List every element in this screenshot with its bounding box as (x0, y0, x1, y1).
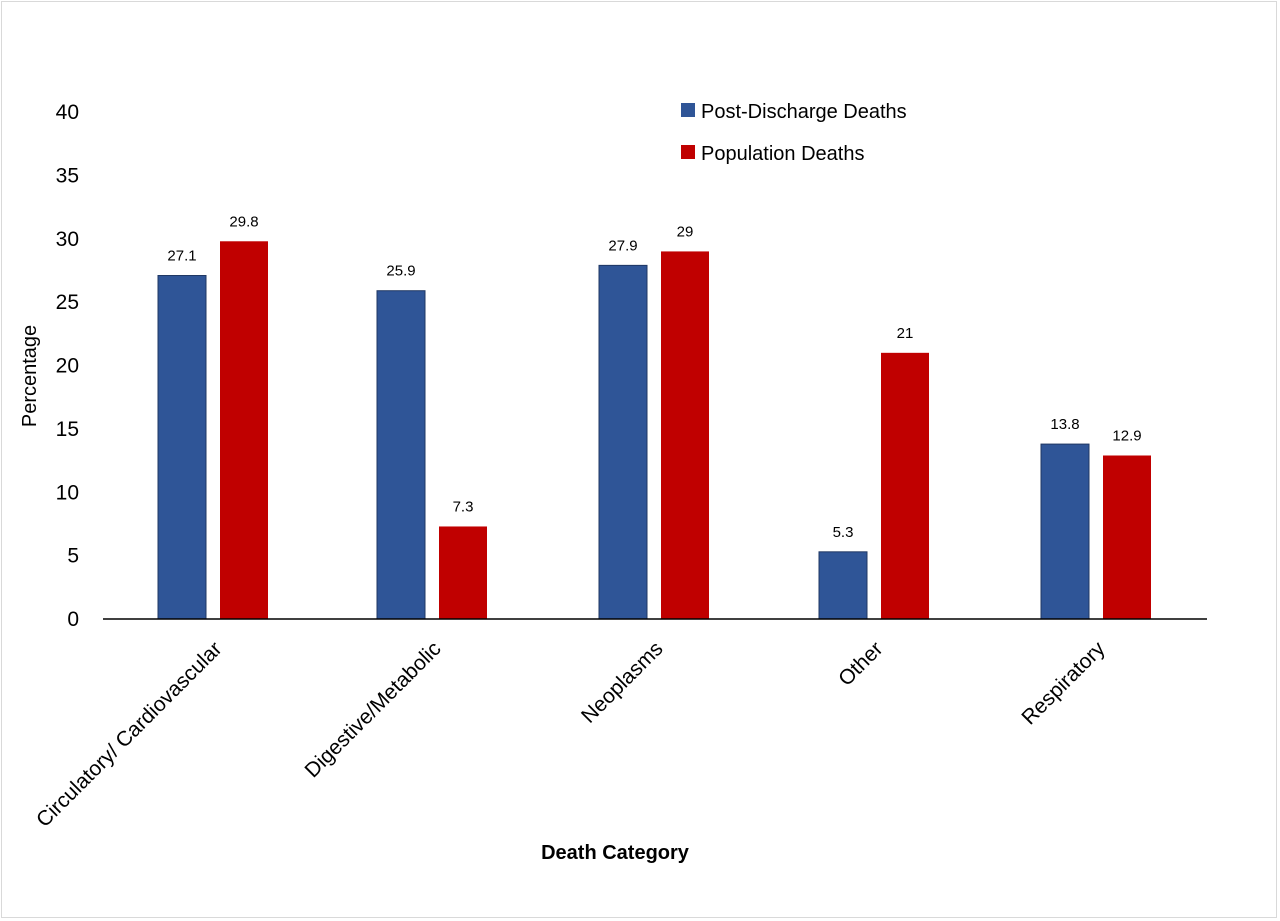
data-label: 27.1 (167, 248, 196, 265)
bar-population-1 (439, 526, 487, 619)
legend-swatch-1 (681, 145, 695, 159)
y-tick-label: 25 (56, 291, 79, 314)
data-label: 29 (677, 223, 694, 240)
data-label: 7.3 (453, 498, 474, 515)
x-category-label: Neoplasms (577, 637, 668, 728)
bar-population-2 (661, 251, 709, 620)
data-label: 12.9 (1112, 427, 1141, 444)
data-label: 27.9 (608, 237, 637, 254)
y-tick-label: 10 (56, 481, 79, 504)
bar-population-4 (1103, 455, 1151, 619)
x-category-label: Digestive/Metabolic (301, 637, 446, 782)
bar-post-discharge-3 (818, 551, 868, 620)
bar-post-discharge-1 (376, 290, 426, 620)
x-category-label: Other (834, 637, 887, 690)
data-label: 5.3 (833, 524, 854, 541)
bar-post-discharge-0 (157, 275, 207, 620)
bar-post-discharge-4 (1040, 443, 1090, 620)
legend: Post-Discharge Deaths Population Deaths (681, 101, 907, 165)
y-tick-label: 0 (67, 608, 79, 631)
bar-population-0 (220, 241, 268, 619)
legend-label-1: Population Deaths (701, 143, 864, 165)
legend-label-0: Post-Discharge Deaths (701, 101, 907, 123)
bars (157, 241, 1151, 620)
y-axis-title: Percentage (19, 325, 41, 427)
data-label: 13.8 (1050, 416, 1079, 433)
x-axis-title: Death Category (541, 842, 690, 864)
x-category-label: Respiratory (1017, 637, 1110, 730)
bar-post-discharge-2 (598, 264, 648, 620)
y-tick-label: 15 (56, 418, 79, 441)
y-tick-label: 20 (56, 355, 79, 378)
x-category-label: Circulatory/ Cardiovascular (32, 637, 227, 832)
y-tick-label: 5 (67, 545, 79, 568)
data-labels: 27.1 29.8 25.9 7.3 27.9 29 5.3 21 13.8 12.9 (167, 213, 1141, 541)
y-tick-label: 35 (56, 164, 79, 187)
y-axis-ticks: 0 5 10 15 20 25 30 35 40 (56, 101, 79, 631)
y-tick-label: 40 (56, 101, 79, 124)
y-tick-label: 30 (56, 228, 79, 251)
bar-population-3 (881, 352, 929, 619)
data-label: 29.8 (229, 213, 258, 230)
data-label: 25.9 (386, 263, 415, 280)
x-axis-category-labels: Circulatory/ Cardiovascular Digestive/Met… (32, 637, 1110, 832)
legend-swatch-0 (681, 103, 695, 117)
data-label: 21 (897, 325, 914, 342)
